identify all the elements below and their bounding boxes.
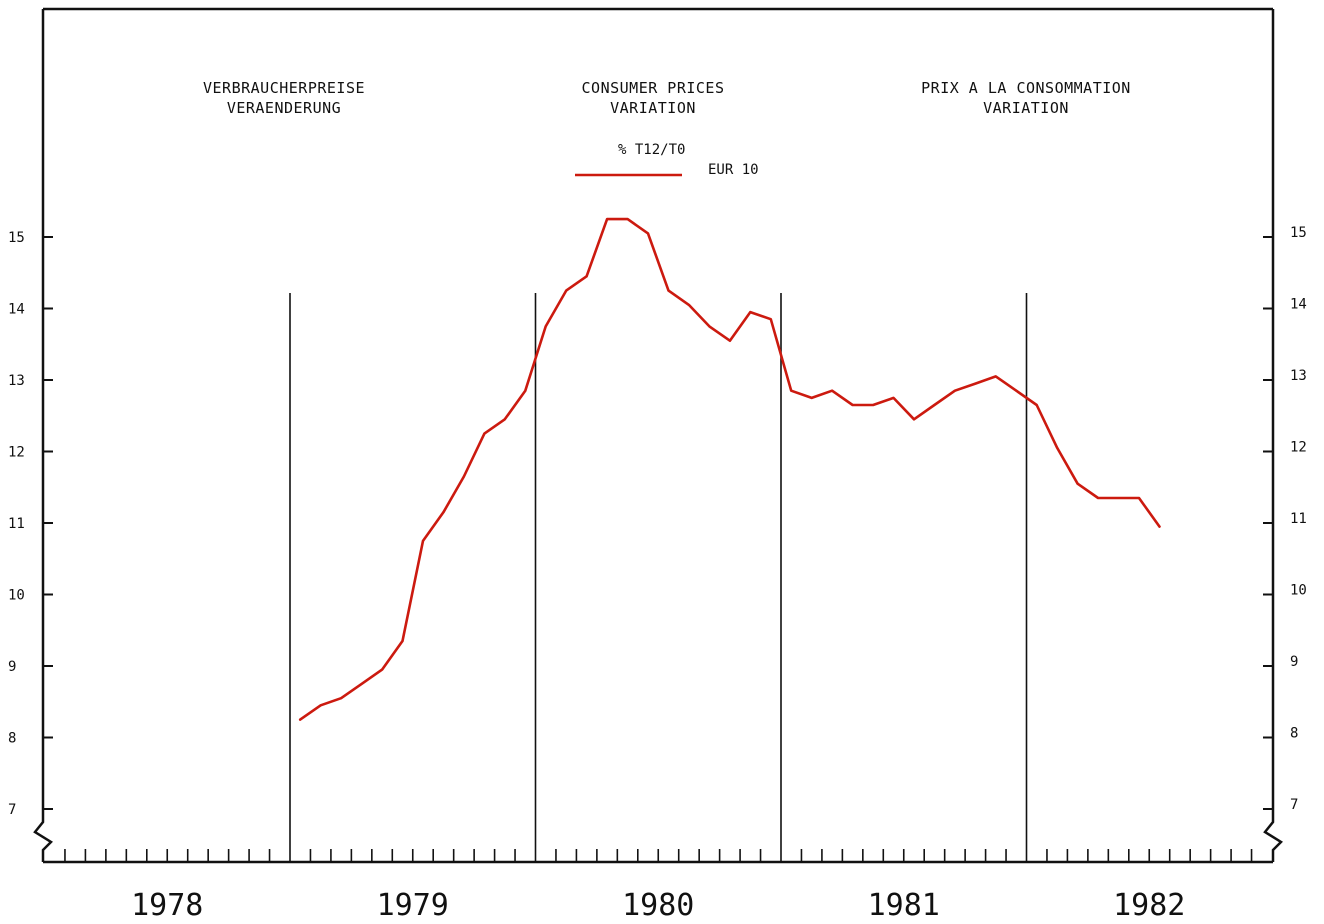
title-german-line1: VERBRAUCHERPREISE xyxy=(202,79,366,97)
data-point xyxy=(687,303,690,306)
x-year-label-1981: 1981 xyxy=(868,888,940,923)
y-tick-label-right-11: 11 xyxy=(1290,511,1307,527)
y-tick-label-right-14: 14 xyxy=(1290,297,1307,313)
data-point xyxy=(319,704,322,707)
x-year-label-1980: 1980 xyxy=(622,888,694,923)
data-point xyxy=(749,311,752,314)
y-axis-right-line xyxy=(1263,9,1283,862)
data-point xyxy=(667,289,670,292)
series-group xyxy=(298,217,1161,721)
series-line-0 xyxy=(298,217,1161,721)
data-point xyxy=(912,418,915,421)
y-tick-label-right-9: 9 xyxy=(1290,654,1298,670)
data-point xyxy=(565,289,568,292)
data-point xyxy=(421,539,424,542)
data-point xyxy=(483,432,486,435)
data-point xyxy=(503,418,506,421)
data-point xyxy=(524,389,527,392)
y-tick-label-right-10: 10 xyxy=(1290,583,1307,599)
data-point xyxy=(1097,496,1100,499)
data-point xyxy=(831,389,834,392)
data-point xyxy=(728,339,731,342)
y-tick-label-left-9: 9 xyxy=(8,659,16,675)
y-tick-label-left-13: 13 xyxy=(8,373,25,389)
y-tick-label-left-10: 10 xyxy=(8,588,25,604)
data-point xyxy=(340,697,343,700)
y-tick-label-left-14: 14 xyxy=(8,302,25,318)
data-point xyxy=(769,318,772,321)
y-axis-left: 7 8 9 10 11 12 13 14 15 xyxy=(8,230,53,818)
data-point xyxy=(1138,496,1141,499)
data-point xyxy=(974,382,977,385)
x-year-label-1979: 1979 xyxy=(377,888,449,923)
data-point xyxy=(892,396,895,399)
data-point xyxy=(647,232,650,235)
data-point xyxy=(585,275,588,278)
title-english: CONSUMER PRICES VARIATION xyxy=(553,78,753,118)
legend-series-name: EUR 10 xyxy=(708,162,759,178)
data-point xyxy=(1158,525,1161,528)
data-point xyxy=(442,511,445,514)
y-tick-label-left-12: 12 xyxy=(8,445,25,461)
title-english-line2: VARIATION xyxy=(610,99,696,117)
data-point xyxy=(381,668,384,671)
data-point xyxy=(810,396,813,399)
data-point xyxy=(933,404,936,407)
x-axis: 1978 1979 1980 1981 1982 xyxy=(64,849,1253,923)
y-tick-label-left-7: 7 xyxy=(8,802,16,818)
data-point xyxy=(708,325,711,328)
title-english-line1: CONSUMER PRICES xyxy=(581,79,725,97)
plot-frame xyxy=(33,7,1283,864)
title-french-line1: PRIX A LA CONSOMMATION xyxy=(921,79,1131,97)
year-dividers xyxy=(289,293,1028,862)
x-year-label-1982: 1982 xyxy=(1113,888,1185,923)
data-point xyxy=(1015,389,1018,392)
y-axis-right: 7 8 9 10 11 12 13 14 15 xyxy=(1263,225,1307,813)
data-point xyxy=(1076,482,1079,485)
data-point xyxy=(462,475,465,478)
y-tick-label-right-13: 13 xyxy=(1290,368,1307,384)
title-german-line2: VERAENDERUNG xyxy=(226,99,342,117)
data-point xyxy=(401,639,404,642)
y-tick-label-right-8: 8 xyxy=(1290,726,1298,742)
data-point xyxy=(872,404,875,407)
data-point xyxy=(953,389,956,392)
y-axis-left-line xyxy=(33,9,53,862)
title-french-line2: VARIATION xyxy=(983,99,1069,117)
y-tick-label-left-8: 8 xyxy=(8,731,16,747)
y-tick-label-left-11: 11 xyxy=(8,516,25,532)
title-german: VERBRAUCHERPREISE VERAENDERUNG xyxy=(184,78,384,118)
data-point xyxy=(360,682,363,685)
data-point xyxy=(1056,446,1059,449)
legend-unit-label: % T12/T0 xyxy=(618,142,686,158)
title-french: PRIX A LA CONSOMMATION VARIATION xyxy=(896,78,1156,118)
data-point xyxy=(606,218,609,221)
data-point xyxy=(790,389,793,392)
data-point xyxy=(1117,496,1120,499)
data-point xyxy=(299,718,302,721)
data-point xyxy=(544,325,547,328)
data-point xyxy=(626,218,629,221)
data-point xyxy=(1035,404,1038,407)
data-point xyxy=(994,375,997,378)
data-point xyxy=(851,404,854,407)
y-tick-label-right-7: 7 xyxy=(1290,797,1298,813)
y-tick-label-left-15: 15 xyxy=(8,230,25,246)
y-tick-label-right-12: 12 xyxy=(1290,440,1307,456)
x-year-label-1978: 1978 xyxy=(131,888,203,923)
y-tick-label-right-15: 15 xyxy=(1290,225,1307,241)
